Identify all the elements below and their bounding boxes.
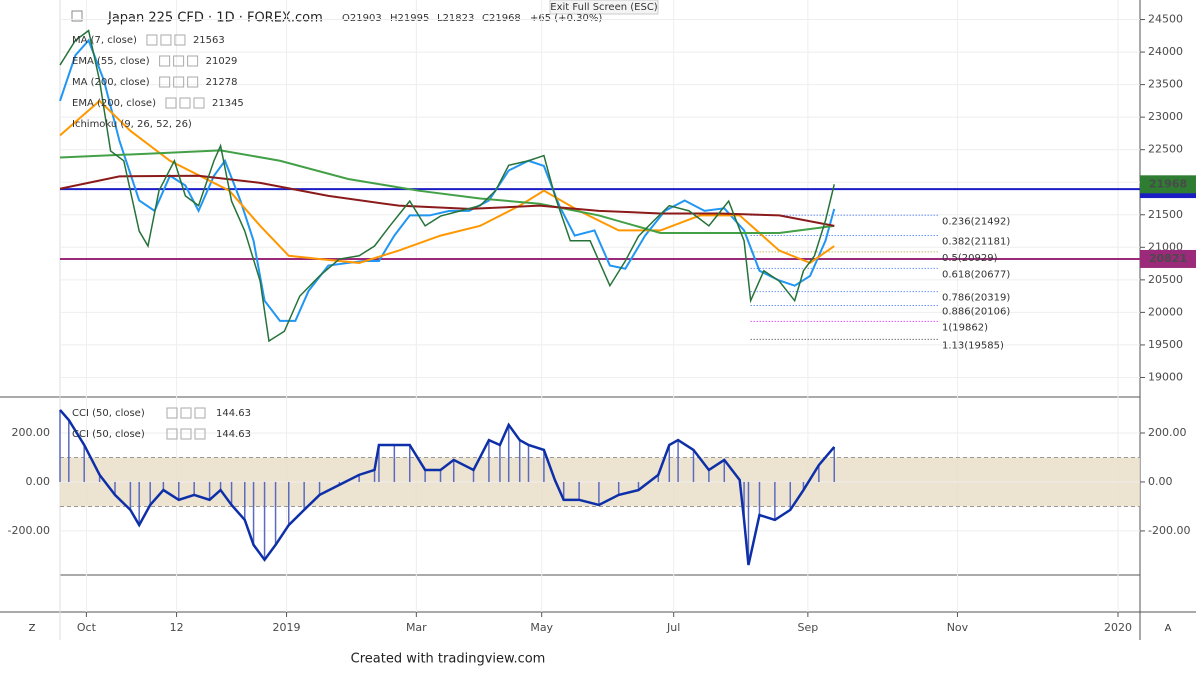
y-tick-label-left: 200.00 bbox=[12, 426, 51, 439]
open: O21903 bbox=[342, 13, 382, 24]
legend-name: EMA (55, close) bbox=[72, 56, 150, 67]
series-line bbox=[59, 38, 836, 322]
close: C21968 bbox=[482, 13, 521, 24]
legend-name: MA (7, close) bbox=[72, 35, 137, 46]
legend-name: MA (200, close) bbox=[72, 77, 150, 88]
high: H21995 bbox=[390, 13, 429, 24]
legend-name: EMA (200, close) bbox=[72, 98, 156, 109]
legend-name: Ichimoku (9, 26, 52, 26) bbox=[72, 119, 192, 130]
symbol: Japan 225 CFD · 1D · FOREX.com bbox=[107, 11, 323, 26]
zoom-button[interactable]: Z bbox=[29, 623, 36, 634]
x-tick-label: 2020 bbox=[1104, 621, 1132, 634]
y-tick-label: 22500 bbox=[1148, 143, 1183, 156]
legend-icon[interactable] bbox=[179, 97, 191, 109]
legend-icon[interactable] bbox=[194, 407, 206, 419]
y-tick-label: 19500 bbox=[1148, 338, 1183, 351]
x-tick-label: Jul bbox=[666, 621, 680, 634]
y-tick-label-left: -200.00 bbox=[8, 524, 50, 537]
fib-label: 1.13(19585) bbox=[942, 340, 1004, 351]
y-tick-label: 23500 bbox=[1148, 78, 1183, 91]
y-tick-label: 21500 bbox=[1148, 208, 1183, 221]
x-tick-label: 12 bbox=[170, 621, 184, 634]
legend-name: CCI (50, close) bbox=[72, 429, 145, 440]
change: +65 (+0.30%) bbox=[530, 13, 602, 24]
fib-label: 0.236(21492) bbox=[942, 216, 1010, 227]
x-tick-label: Oct bbox=[77, 621, 97, 634]
legend-icon[interactable] bbox=[146, 34, 158, 46]
price-label-box bbox=[1140, 249, 1196, 268]
exit-label[interactable]: Exit Full Screen (ESC) bbox=[550, 2, 658, 13]
series-line bbox=[59, 29, 835, 343]
last-price-label: 21968 bbox=[1149, 177, 1187, 190]
series-line bbox=[59, 409, 836, 566]
legend-icon[interactable] bbox=[187, 55, 199, 67]
fib-label: 0.382(21181) bbox=[942, 237, 1010, 248]
y-tick-label: 20500 bbox=[1148, 273, 1183, 286]
y-tick-label: -200.00 bbox=[1148, 524, 1190, 537]
y-tick-label: 24500 bbox=[1148, 13, 1183, 26]
fib-label: 1(19862) bbox=[942, 322, 988, 333]
legend-icon[interactable] bbox=[165, 97, 177, 109]
legend-icon[interactable] bbox=[187, 76, 199, 88]
legend-value: 21345 bbox=[212, 98, 244, 109]
legend-icon[interactable] bbox=[166, 407, 178, 419]
x-tick-label: May bbox=[530, 621, 553, 634]
fib-label: 0.618(20677) bbox=[942, 269, 1010, 280]
legend-name: CCI (50, close) bbox=[72, 408, 145, 419]
series-line bbox=[59, 149, 835, 234]
x-tick-label: 2019 bbox=[273, 621, 301, 634]
y-tick-label: 23000 bbox=[1148, 110, 1183, 123]
legend-icon[interactable] bbox=[194, 428, 206, 440]
fib-label: 0.786(20319) bbox=[942, 293, 1010, 304]
legend-value: 144.63 bbox=[216, 429, 251, 440]
legend-value: 21029 bbox=[206, 56, 238, 67]
legend-icon[interactable] bbox=[180, 428, 192, 440]
legend-icon[interactable] bbox=[180, 407, 192, 419]
legend-icon[interactable] bbox=[174, 34, 186, 46]
y-tick-label: 20000 bbox=[1148, 305, 1183, 318]
footer: Created with tradingview.com bbox=[351, 652, 546, 667]
y-tick-label: 19000 bbox=[1148, 370, 1183, 383]
legend-value: 21563 bbox=[193, 35, 225, 46]
y-tick-label: 0.00 bbox=[1148, 475, 1173, 488]
legend-icon[interactable] bbox=[193, 97, 205, 109]
fib-label: 0.5(20929) bbox=[942, 253, 998, 264]
price-label: 20821 bbox=[1149, 252, 1187, 265]
legend-icon[interactable] bbox=[159, 76, 171, 88]
fib-label: 0.886(20106) bbox=[942, 306, 1010, 317]
legend-icon[interactable] bbox=[166, 428, 178, 440]
low: L21823 bbox=[437, 13, 474, 24]
legend-icon[interactable] bbox=[160, 34, 172, 46]
legend-icon[interactable] bbox=[173, 55, 185, 67]
last-price-box bbox=[1140, 175, 1196, 194]
auto-button[interactable]: A bbox=[1165, 623, 1172, 634]
legend-icon[interactable] bbox=[173, 76, 185, 88]
y-tick-label: 24000 bbox=[1148, 45, 1183, 58]
legend-value: 144.63 bbox=[216, 408, 251, 419]
x-tick-label: Nov bbox=[947, 621, 969, 634]
legend-icon[interactable] bbox=[159, 55, 171, 67]
collapse-icon[interactable] bbox=[71, 10, 83, 22]
y-tick-label-left: 0.00 bbox=[26, 475, 51, 488]
x-tick-label: Mar bbox=[406, 621, 427, 634]
exit-button[interactable] bbox=[549, 0, 659, 15]
x-tick-label: Sep bbox=[797, 621, 818, 634]
y-tick-label: 200.00 bbox=[1148, 426, 1187, 439]
legend-value: 21278 bbox=[206, 77, 238, 88]
